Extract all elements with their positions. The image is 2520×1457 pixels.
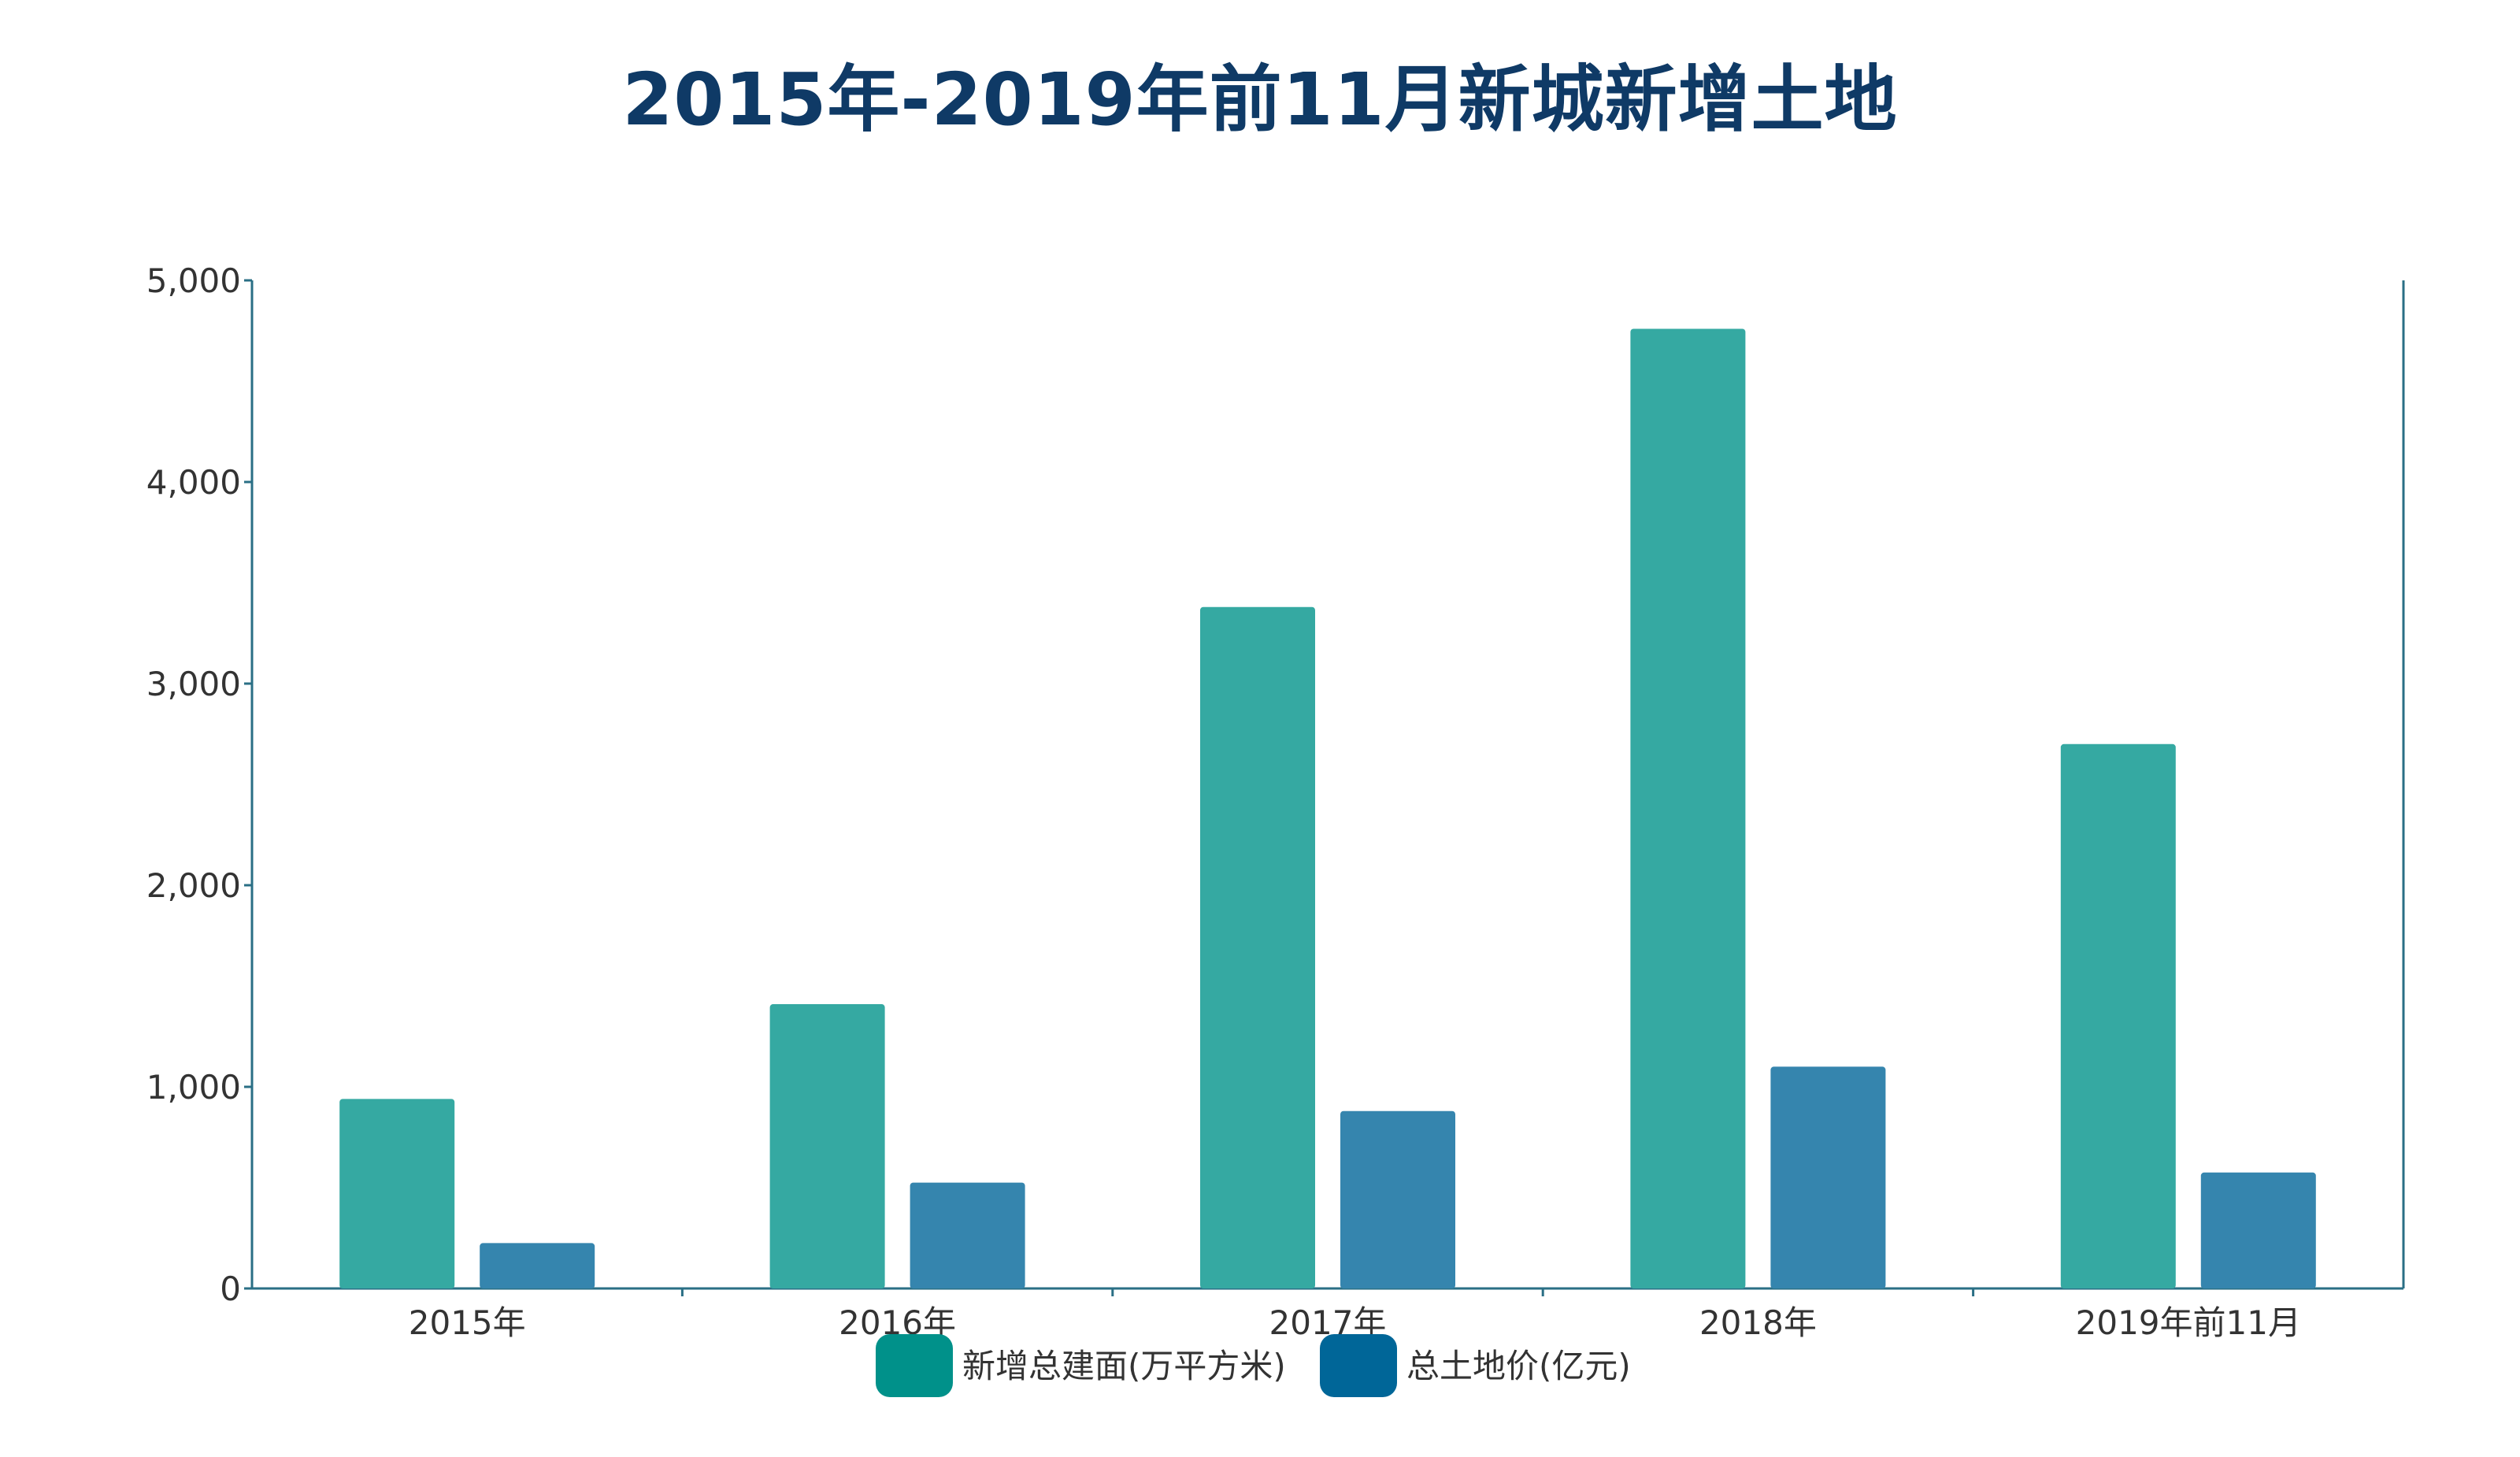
bar-series-2 xyxy=(480,1243,595,1288)
legend-label: 新增总建面(万平方米) xyxy=(962,1347,1286,1385)
x-tick-label: 2015年 xyxy=(409,1303,526,1342)
chart-title: 2015年-2019年前11月新城新增土地 xyxy=(622,57,1898,142)
x-tick-label: 2019年前11月 xyxy=(2076,1303,2301,1342)
bar-series-1 xyxy=(1630,328,1746,1289)
x-tick-label: 2018年 xyxy=(1699,1303,1817,1342)
legend-label: 总土地价(亿元) xyxy=(1406,1347,1631,1385)
y-tick-label: 5,000 xyxy=(146,261,241,300)
bar-series-1 xyxy=(769,1004,885,1288)
legend: 新增总建面(万平方米) 总土地价(亿元) xyxy=(876,1334,1631,1397)
bar-series-1 xyxy=(1200,606,1315,1288)
bar-series-2 xyxy=(1770,1066,1886,1288)
legend-swatch xyxy=(1320,1334,1397,1397)
y-tick-label: 0 xyxy=(220,1270,241,1308)
bar-series-1 xyxy=(2060,743,2176,1288)
y-tick-label: 1,000 xyxy=(146,1068,241,1107)
bar-series-2 xyxy=(910,1182,1025,1288)
y-tick-label: 4,000 xyxy=(146,463,241,502)
bar-series-1 xyxy=(339,1099,455,1288)
bar-series-2 xyxy=(1340,1110,1455,1288)
bar-series-2 xyxy=(2200,1172,2316,1288)
y-tick-label: 2,000 xyxy=(146,866,241,905)
legend-swatch xyxy=(876,1334,953,1397)
bars xyxy=(339,328,2316,1289)
y-tick-label: 3,000 xyxy=(146,665,241,703)
